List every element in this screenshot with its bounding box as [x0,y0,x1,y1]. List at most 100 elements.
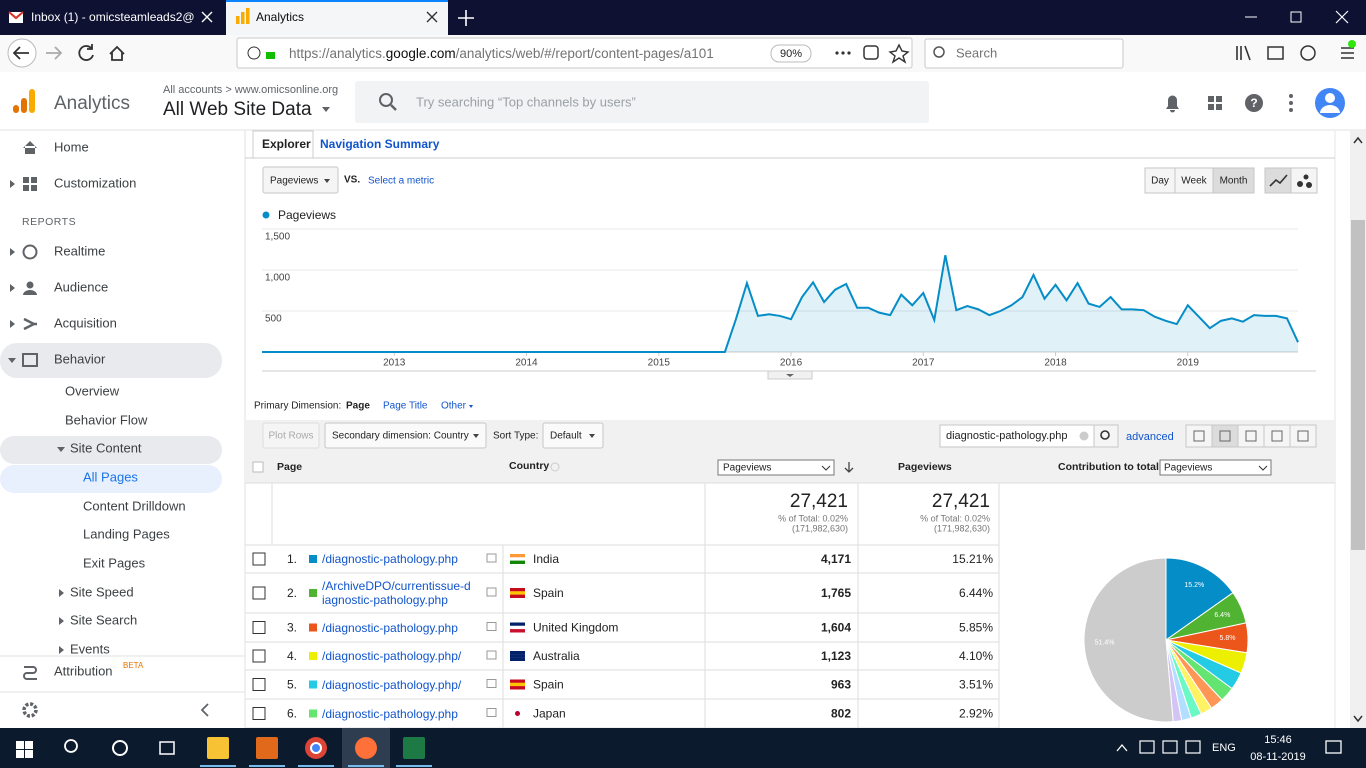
scroll-up [1353,136,1363,144]
nav-item[interactable]: Behavior [54,351,106,366]
row-country: United Kingdom [533,621,618,635]
page-link[interactable]: /diagnostic-pathology.php [322,552,458,566]
nav-subitem[interactable]: Site Speed [70,584,134,599]
menu[interactable] [1341,47,1354,59]
advanced-link[interactable]: advanced [1126,431,1174,443]
open-link-icon [486,708,497,717]
column-header-select[interactable]: Pageviews [1164,463,1212,474]
window-close[interactable] [1335,10,1349,24]
plot-rows-label[interactable]: Plot Rows [268,431,313,442]
url-text[interactable]: https://analytics.google.com/analytics/w… [289,46,714,61]
nav-item[interactable]: Realtime [54,243,105,258]
page-actions [841,51,845,55]
dimension-option[interactable]: Page [346,401,370,412]
new-tab[interactable] [458,10,474,26]
bookmark-star[interactable] [888,43,910,64]
page-link[interactable]: /diagnostic-pathology.php/ [322,649,462,663]
zoom-level[interactable]: 90% [780,48,802,60]
library[interactable] [1236,45,1251,61]
search-box [924,38,1124,69]
column-header-select[interactable]: Pageviews [723,463,771,474]
chart-type-bubble [1303,174,1309,180]
tab-title[interactable]: Analytics [256,10,304,24]
nav-subitem[interactable]: Landing Pages [83,526,170,541]
notifications[interactable] [1166,95,1179,113]
row-contribution: 4.10% [959,649,993,663]
x-tick-label: 2015 [648,358,671,369]
avatar-body [1320,105,1340,113]
taskbar-search[interactable] [64,739,78,753]
clock-date[interactable]: 08-11-2019 [1250,751,1305,763]
page-link[interactable]: /diagnostic-pathology.php [322,620,458,635]
row-color [309,709,317,718]
collapse[interactable] [200,703,209,717]
language[interactable]: ENG [1212,742,1236,754]
nav-subitem[interactable]: Site Content [70,440,142,455]
period-label[interactable]: Week [1181,176,1207,187]
app-icon[interactable] [355,737,377,759]
row-pageviews: 802 [831,707,851,721]
sort-value[interactable]: Default [550,431,582,442]
cortana[interactable] [112,740,128,756]
reload[interactable] [78,44,94,61]
period-label[interactable]: Day [1151,176,1169,187]
legend-marker [262,211,270,219]
page-cell: /ArchiveDPO/currentissue-diagnostic-path… [322,579,471,607]
open-link-icon [486,622,497,631]
view-icon [1245,430,1257,442]
nav-subitem[interactable]: Events [70,641,110,656]
nav-item[interactable]: Acquisition [54,315,117,330]
help[interactable] [1245,94,1263,112]
period-label[interactable]: Month [1220,176,1248,187]
tab-close[interactable] [201,11,213,23]
apps-icon [1208,96,1214,102]
column-header[interactable]: Page [277,461,302,473]
filter-text[interactable]: diagnostic-pathology.php [946,430,1068,442]
view-selector[interactable]: All Web Site Data [163,99,312,120]
page-link[interactable]: /diagnostic-pathology.php [322,706,458,721]
tray-icon [1139,740,1155,754]
page-link[interactable]: /ArchiveDPO/currentissue-diagnostic-path… [322,579,471,607]
url-part: /analytics/web/#/report/content-pages/a1… [456,46,714,61]
dimension-option[interactable]: Page Title [383,401,428,412]
settings[interactable] [22,702,38,718]
page-cell: /diagnostic-pathology.php/ [322,649,462,663]
nav-item[interactable]: Attribution [54,663,113,678]
metric-select-label[interactable]: Pageviews [270,176,318,187]
forward-arrow[interactable] [46,46,63,60]
nav-item[interactable]: Audience [54,279,108,294]
period-button [1174,167,1214,194]
tab-close[interactable] [426,11,438,23]
product-name: Analytics [54,93,130,114]
nav-item[interactable]: Customization [54,175,136,190]
nav-subitem[interactable]: All Pages [83,469,138,484]
search-placeholder[interactable]: Search [956,45,997,60]
breadcrumb[interactable]: All accounts > www.omicsonline.org [163,84,338,96]
nav-subitem[interactable]: Overview [65,383,120,398]
plot-rows [262,422,320,449]
nav-icon [23,177,29,183]
nav-subitem[interactable]: Behavior Flow [65,412,148,427]
page-link[interactable]: /diagnostic-pathology.php/ [322,677,462,692]
column-header[interactable]: Country [509,460,549,472]
nav-item[interactable]: Home [54,139,89,154]
explorer-tab-label[interactable]: Explorer [262,137,311,151]
dimension-option[interactable]: Other [441,401,467,412]
secondary-label[interactable]: Secondary dimension: Country [332,431,469,442]
app-icon [207,737,229,759]
ga-search-placeholder[interactable]: Try searching “Top channels by users” [416,94,636,109]
clock-time[interactable]: 15:46 [1264,734,1292,746]
tab-title[interactable]: Inbox (1) - omicsteamleads2@ [31,10,195,24]
expand-arrow [10,284,15,292]
nav-subitem[interactable]: Content Drilldown [83,498,186,513]
x-tick-label: 2018 [1044,358,1067,369]
nav-subitem[interactable]: Exit Pages [83,555,146,570]
url-part: google.com [386,46,456,61]
chart-type-button [1290,167,1318,194]
explorer-tab-label[interactable]: Navigation Summary [320,137,440,151]
select-metric[interactable]: Select a metric [368,176,434,187]
nav-subitem[interactable]: Site Search [70,612,137,627]
account[interactable] [1300,45,1316,61]
home[interactable] [109,45,125,61]
